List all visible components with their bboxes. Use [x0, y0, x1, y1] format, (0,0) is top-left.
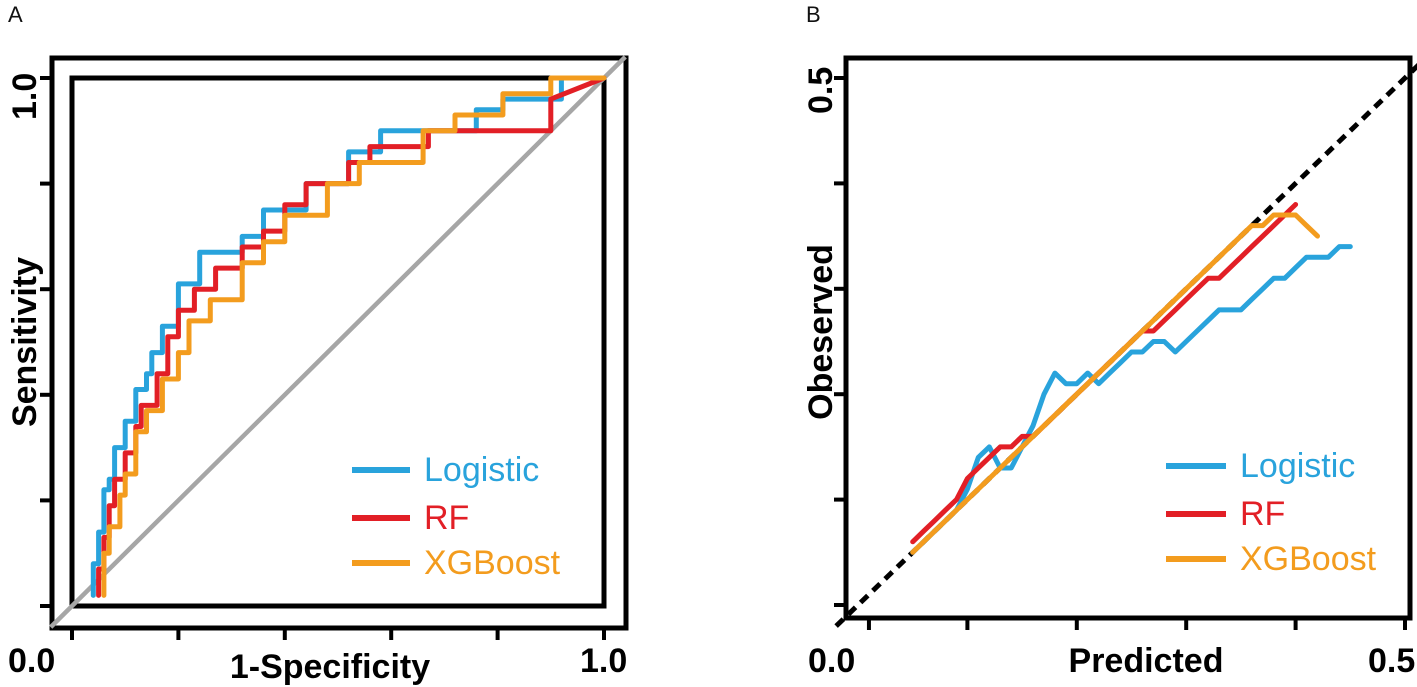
panel-a-letter: A	[8, 2, 23, 27]
panel-a-y-axis-title: Sensitivity	[6, 257, 44, 427]
panel-a-roc: A 0.0 1.0 1.0 1-Specificity Sensitivity …	[6, 2, 629, 686]
panel-b-x-tick-label-1: 0.5	[1368, 642, 1415, 680]
panel-b-legend: Logistic RF XGBoost	[1166, 447, 1377, 578]
panel-a-series-xgboost	[101, 75, 607, 598]
panel-b-series-rf	[910, 202, 1299, 545]
panel-a-legend-label-rf: RF	[424, 499, 469, 537]
panel-a-plot-box	[49, 55, 629, 631]
panel-b-x-tick-label-0: 0.0	[808, 642, 855, 680]
panel-b-legend-label-xgboost: XGBoost	[1240, 540, 1377, 578]
panel-a-x-tick-label-1: 1.0	[580, 642, 627, 680]
panel-a-y-tick-label: 1.0	[6, 73, 44, 120]
panel-b-legend-label-logistic: Logistic	[1240, 447, 1355, 485]
panel-a-ticks	[40, 76, 606, 640]
panel-a-legend: Logistic RF XGBoost	[352, 451, 561, 582]
panel-b-series	[910, 202, 1353, 555]
panel-a-series-rf	[96, 75, 607, 598]
panel-a-x-tick-label-0: 0.0	[8, 642, 55, 680]
panel-b-legend-label-rf: RF	[1240, 495, 1285, 533]
panel-b-calibration: B 0.0 0.5 0.5 Predicted Obeserved Logist…	[802, 2, 1417, 680]
panel-b-y-tick-label: 0.5	[802, 67, 840, 114]
panel-a-diagonal	[49, 55, 627, 629]
panel-a-outer-frame	[49, 55, 629, 631]
panel-b-series-logistic	[910, 244, 1353, 555]
panel-a-legend-label-logistic: Logistic	[424, 451, 539, 489]
panel-b-y-axis-title: Obeserved	[802, 244, 840, 420]
panel-a-x-axis-title: 1-Specificity	[230, 648, 430, 686]
panel-b-x-axis-title: Predicted	[1069, 642, 1224, 680]
panel-a-series	[90, 75, 607, 598]
panel-a-legend-label-xgboost: XGBoost	[424, 544, 561, 582]
panel-b-letter: B	[806, 2, 821, 27]
panel-a-reference-line	[49, 55, 627, 629]
panel-a-inner-frame	[69, 75, 607, 609]
panel-b-frame	[843, 55, 1413, 621]
panel-b-ticks	[834, 76, 1407, 630]
panel-b-series-xgboost	[910, 212, 1320, 555]
